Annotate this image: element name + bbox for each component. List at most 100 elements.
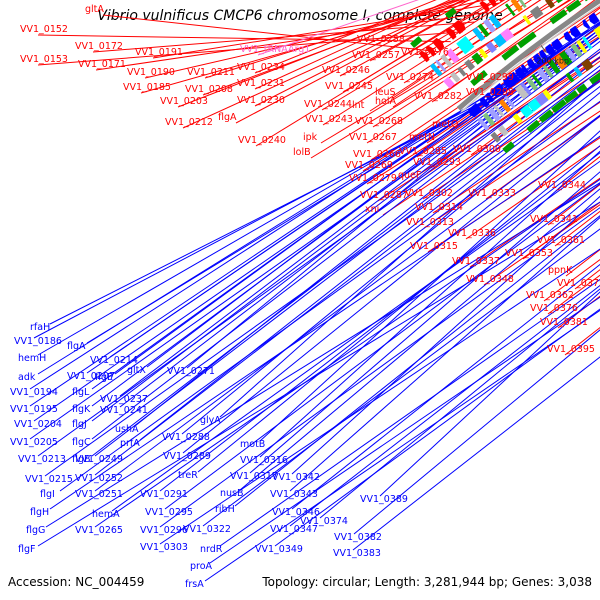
feature-label: VV1_0381 <box>540 317 588 328</box>
feature-block <box>508 71 520 84</box>
callout-line <box>94 178 600 528</box>
feature-block <box>553 54 568 70</box>
accession-text: Accession: NC_004459 <box>8 575 145 589</box>
feature-label: VV1_0374 <box>300 516 348 527</box>
feature-block <box>461 35 475 51</box>
feature-label: VV1_0252 <box>75 473 123 484</box>
feature-label: VV1_0362 <box>526 290 574 301</box>
feature-block <box>445 48 460 64</box>
feature-block <box>576 39 588 54</box>
feature-label: VV1_0300 <box>453 144 501 155</box>
feature-label: VV1_0314 <box>415 202 463 213</box>
feature-block <box>503 95 516 109</box>
callout-line <box>289 284 600 527</box>
feature-label: VV1_0347 <box>270 524 318 535</box>
tick-label: 200 kbp <box>536 57 569 66</box>
callout-line <box>379 291 600 497</box>
callout-line <box>91 48 600 440</box>
feature-label: VV1_0274 <box>386 72 434 83</box>
feature-block <box>477 23 490 38</box>
callout-line <box>289 216 600 492</box>
feature-block <box>472 27 486 42</box>
feature-label: VV1_0337 <box>452 256 500 267</box>
feature-label: VV1_0172 <box>75 41 123 52</box>
feature-label: glyA <box>200 415 221 426</box>
feature-block <box>425 45 436 57</box>
callout-line <box>44 80 600 477</box>
feature-block <box>497 82 506 93</box>
callout-line <box>202 0 462 96</box>
feature-block <box>520 64 530 74</box>
feature-block <box>565 0 582 13</box>
feature-block <box>581 58 594 72</box>
callout-line <box>423 110 600 229</box>
feature-label: frsA <box>185 579 204 590</box>
feature-label: hemA <box>92 509 120 520</box>
feature-label: gltA <box>85 4 104 15</box>
callout-line <box>310 0 572 159</box>
feature-label: VV1_0171 <box>78 59 126 70</box>
callout-line <box>91 22 600 390</box>
feature-label: ribH <box>215 504 235 515</box>
feature-label: VV1_0245 <box>325 81 373 92</box>
callout-line <box>320 0 560 144</box>
feature-label: VV1_tRNAArg1 <box>240 44 310 55</box>
feature-label: metN <box>409 132 435 143</box>
callout-line <box>392 0 542 99</box>
callout-line <box>370 6 600 161</box>
feature-block <box>435 59 447 73</box>
feature-label: VV1_0230 <box>237 95 285 106</box>
feature-block <box>499 0 504 3</box>
feature-block <box>551 98 567 114</box>
callout-line <box>366 0 584 144</box>
tick-marks: 200 kbp250 kbp300 kbp350 kbp400 kbp450 k… <box>536 45 569 66</box>
feature-label: VV1_0291 <box>140 489 188 500</box>
feature-block <box>497 125 509 137</box>
feature-label: VV1_0266 <box>353 149 401 160</box>
feature-block <box>488 14 502 29</box>
feature-block <box>477 117 490 131</box>
feature-block <box>581 36 593 50</box>
callout-line <box>319 288 600 519</box>
callout-line <box>254 0 452 90</box>
callout-line <box>111 160 600 512</box>
feature-block <box>539 49 549 60</box>
feature-block <box>514 66 527 79</box>
callout-line <box>449 25 600 131</box>
feature-label: lolB <box>293 147 311 158</box>
callout-line <box>431 0 576 103</box>
feature-block <box>534 92 549 107</box>
feature-block <box>470 69 488 87</box>
callout-line <box>202 228 600 527</box>
feature-label: VV1_0336 <box>448 228 496 239</box>
feature-block <box>526 119 541 133</box>
callout-line <box>432 101 600 214</box>
callout-line <box>239 188 600 491</box>
feature-label: VV1_0207 <box>67 371 115 382</box>
callout-line <box>430 51 600 169</box>
feature-label: VV1_0343 <box>270 489 318 500</box>
feature-label: VV1_0186 <box>14 336 62 347</box>
feature-label: VV1_0191 <box>135 47 183 58</box>
feature-label: VV1_0344 <box>538 180 586 191</box>
feature-label: xni <box>365 204 379 215</box>
feature-block <box>547 59 561 74</box>
feature-block <box>526 58 537 70</box>
callout-line <box>144 0 487 79</box>
feature-label: VV1_0333 <box>468 188 516 199</box>
feature-block <box>542 89 553 101</box>
feature-label: VV1_0346 <box>272 507 320 518</box>
feature-block <box>501 44 520 61</box>
feature-label: VV1_0298 <box>466 87 514 98</box>
feature-label: VV1_0287 <box>360 190 408 201</box>
callout-line <box>352 356 600 551</box>
feature-label: VV1_0269 <box>345 160 393 171</box>
feature-block <box>517 31 537 49</box>
feature-label: VV1_0315 <box>410 241 458 252</box>
feature-label: metQ <box>432 119 458 130</box>
feature-label: VV1_0317 <box>230 471 278 482</box>
feature-label: VV1_0244 <box>304 99 352 110</box>
feature-block <box>538 109 554 123</box>
callout-line <box>249 171 600 474</box>
callout-line <box>209 296 600 564</box>
